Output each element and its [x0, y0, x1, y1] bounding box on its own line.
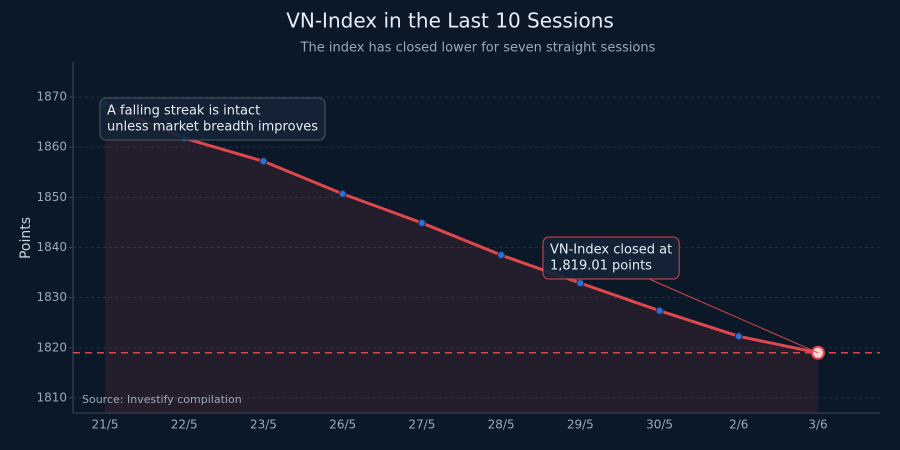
x-tick-label: 2/6: [729, 418, 748, 432]
x-tick-label: 22/5: [171, 418, 198, 432]
marker: [497, 251, 506, 260]
annotation-pointer: [648, 278, 819, 354]
y-axis-label: Points: [18, 217, 34, 259]
y-tick-label: 1820: [36, 340, 67, 354]
x-tick-label: 21/5: [92, 418, 119, 432]
annotation-text: A falling streak is intact: [107, 104, 260, 119]
y-tick-label: 1860: [36, 140, 67, 154]
annotation-text: 1,819.01 points: [550, 259, 652, 274]
x-tick-label: 28/5: [488, 418, 515, 432]
line: [104, 102, 819, 355]
y-tick-label: 1830: [36, 290, 67, 304]
marker: [259, 157, 268, 166]
x-tick-label: 26/5: [329, 418, 356, 432]
x-tick-label: 27/5: [408, 418, 435, 432]
x-tick-label: 23/5: [250, 418, 277, 432]
y-tick-label: 1840: [36, 240, 67, 254]
y-tick-label: 1810: [36, 390, 67, 404]
marker: [734, 332, 743, 341]
y-tick-label: 1870: [36, 90, 67, 104]
annotation: VN-Index closed at1,819.01 points: [542, 236, 680, 280]
annotation-text: VN-Index closed at: [550, 243, 672, 258]
chart-title: VN-Index in the Last 10 Sessions: [286, 9, 614, 33]
x-tick-label: 29/5: [567, 418, 594, 432]
x-tick-label: 30/5: [646, 418, 673, 432]
y-tick-label: 1850: [36, 190, 67, 204]
marker: [417, 218, 426, 227]
marker: [576, 279, 585, 288]
annotation-box: [99, 97, 326, 141]
annotation-text: unless market breadth improves: [107, 120, 318, 135]
annotation-box: [542, 236, 680, 280]
marker: [655, 306, 664, 315]
area: [105, 104, 818, 414]
marker: [338, 189, 347, 198]
x-tick-label: 3/6: [808, 418, 827, 432]
source-note: Source: Investify compilation: [82, 393, 242, 406]
chart-subtitle: The index has closed lower for seven str…: [300, 41, 656, 56]
